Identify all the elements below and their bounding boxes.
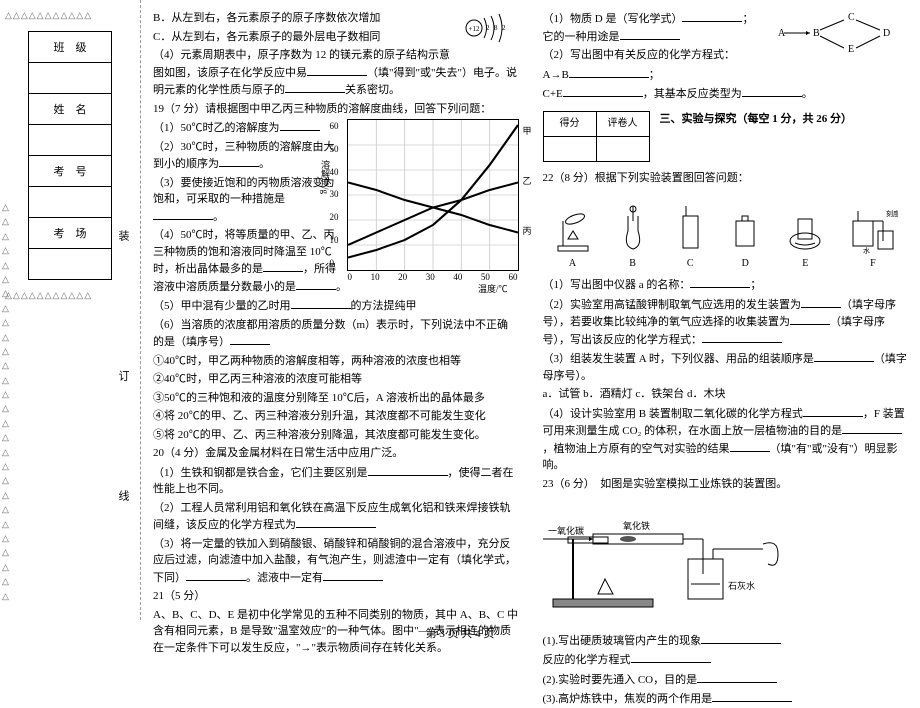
blank[interactable] bbox=[263, 260, 303, 272]
apparatus-f-icon: 刻度→ 水 bbox=[848, 201, 898, 256]
blank[interactable] bbox=[280, 119, 320, 131]
q23: 23（6 分） 如图是实验室模拟工业炼铁的装置图。 bbox=[543, 476, 909, 493]
binding-mark-zhuang: 装 bbox=[115, 230, 131, 241]
blank[interactable] bbox=[307, 64, 367, 76]
apparatus-e-icon bbox=[783, 201, 828, 256]
blank[interactable] bbox=[285, 81, 345, 93]
class-label: 班 级 bbox=[29, 32, 112, 63]
blank[interactable] bbox=[814, 350, 874, 362]
name-field[interactable] bbox=[29, 125, 112, 156]
blank[interactable] bbox=[801, 296, 841, 308]
svg-text:水: 水 bbox=[863, 246, 870, 255]
triangle-border: △△△△△△△△△△△ bbox=[5, 10, 135, 21]
svg-text:2: 2 bbox=[502, 24, 506, 32]
blank[interactable] bbox=[682, 10, 742, 22]
blank[interactable] bbox=[631, 651, 711, 663]
blank[interactable] bbox=[186, 569, 246, 581]
q19: 19（7 分）请根据图中甲乙丙三种物质的溶解度曲线，回答下列问题： bbox=[153, 101, 519, 118]
svg-text:2: 2 bbox=[486, 24, 490, 32]
svg-text:一氧化碳: 一氧化碳 bbox=[548, 525, 584, 536]
svg-text:氧化铁: 氧化铁 bbox=[623, 520, 650, 531]
blank[interactable] bbox=[219, 155, 259, 167]
examno-label: 考 号 bbox=[29, 156, 112, 187]
blank[interactable] bbox=[569, 66, 649, 78]
blank[interactable] bbox=[702, 331, 782, 343]
vertical-triangles: △△△△△△△△△△△△△△△△△△△△△△△△△△△△ bbox=[2, 200, 9, 603]
blank[interactable] bbox=[563, 85, 643, 97]
svg-text:+12: +12 bbox=[468, 25, 479, 33]
room-field[interactable] bbox=[29, 249, 112, 280]
name-label: 姓 名 bbox=[29, 94, 112, 125]
section-3-title: 三、实验与探究（每空 1 分，共 26 分） bbox=[660, 113, 853, 125]
blank[interactable] bbox=[291, 297, 351, 309]
apparatus-a-icon bbox=[553, 201, 593, 256]
q20: 20（4 分）金属及金属材料在日常生活中应用广泛。 bbox=[153, 445, 519, 462]
blank[interactable] bbox=[742, 85, 802, 97]
blank[interactable] bbox=[153, 208, 213, 220]
apparatus-b-icon bbox=[613, 201, 653, 256]
binding-mark-ding: 订 bbox=[115, 370, 131, 381]
svg-text:C: C bbox=[848, 12, 855, 23]
room-label: 考 场 bbox=[29, 218, 112, 249]
blank[interactable] bbox=[697, 671, 777, 683]
svg-text:E: E bbox=[848, 44, 854, 55]
svg-text:刻度→: 刻度→ bbox=[886, 209, 898, 218]
blank[interactable] bbox=[790, 313, 830, 325]
abcde-diagram: AB CED bbox=[768, 8, 908, 58]
q21: 21（5 分） bbox=[153, 588, 519, 605]
blank[interactable] bbox=[712, 690, 792, 702]
svg-text:D: D bbox=[883, 28, 890, 39]
blank[interactable] bbox=[368, 464, 448, 476]
column-1: +12 282 B．从左到右，各元素原子的原子序数依次增加 C．从左到右，各元素… bbox=[141, 0, 531, 620]
blank[interactable] bbox=[323, 569, 383, 581]
binding-mark-xian: 线 bbox=[115, 490, 131, 501]
binding-margin: △△△△△△△△△△△ 班 级 姓 名 考 号 考 场 △△△△△△△△△△△ … bbox=[0, 0, 141, 620]
svg-text:B: B bbox=[813, 28, 820, 39]
blank[interactable] bbox=[296, 516, 376, 528]
svg-text:8: 8 bbox=[494, 24, 498, 32]
blank[interactable] bbox=[842, 422, 902, 434]
apparatus-d-icon bbox=[728, 201, 763, 256]
apparatus-row: A B C D E 刻度→水F bbox=[543, 191, 909, 271]
blank[interactable] bbox=[803, 405, 863, 417]
blank[interactable] bbox=[701, 632, 781, 644]
examno-field[interactable] bbox=[29, 187, 112, 218]
triangle-border: △△△△△△△△△△△ bbox=[5, 290, 135, 301]
blank[interactable] bbox=[296, 278, 336, 290]
solubility-chart: 溶解度/g 6050403020100 0102030405060 温度/℃ 甲… bbox=[347, 119, 519, 271]
apparatus-c-icon bbox=[673, 201, 708, 256]
blank[interactable] bbox=[620, 28, 680, 40]
q22: 22（8 分）根据下列实验装置图回答问题： bbox=[543, 170, 909, 187]
class-field[interactable] bbox=[29, 63, 112, 94]
blank[interactable] bbox=[690, 276, 750, 288]
iron-smelting-diagram: 一氧化碳 氧化铁 石灰水 bbox=[543, 499, 803, 619]
atom-structure-icon: +12 282 bbox=[459, 8, 519, 48]
blank[interactable] bbox=[230, 333, 270, 345]
column-2: AB CED （1）物质 D 是（写化学式）；它的一种用途是 （2）写出图中有关… bbox=[531, 0, 920, 620]
svg-text:石灰水: 石灰水 bbox=[728, 580, 755, 591]
blank[interactable] bbox=[730, 440, 770, 452]
student-info-table: 班 级 姓 名 考 号 考 场 bbox=[28, 31, 112, 280]
score-table: 得分评卷人 bbox=[543, 111, 650, 162]
